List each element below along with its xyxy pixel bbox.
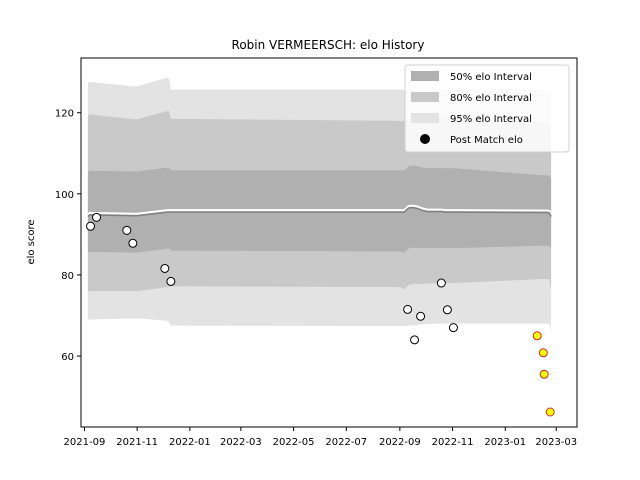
x-tick-label: 2022-07	[325, 437, 367, 448]
legend-label: Post Match elo	[450, 135, 523, 146]
y-axis-label: elo score	[26, 219, 37, 264]
x-axis: 2021-09 2021-11 2022-01 2022-03 2022-05 2022-…	[64, 427, 577, 448]
match-point	[122, 225, 132, 235]
match-point	[160, 263, 170, 273]
recent-match-point	[545, 407, 555, 417]
legend-label: 50% elo Interval	[450, 72, 532, 83]
y-tick-label: 120	[55, 109, 74, 120]
match-point	[128, 238, 138, 248]
mean-highlight-line	[87, 204, 552, 216]
match-point	[448, 323, 458, 333]
y-tick-label: 100	[55, 190, 74, 201]
chart-title: Robin VERMEERSCH: elo History	[232, 38, 425, 52]
match-point	[410, 335, 420, 345]
mean-elo-line	[87, 206, 552, 218]
recent-match-point	[538, 348, 548, 358]
y-axis: 60 80 100 120	[55, 109, 81, 363]
x-tick-label: 2022-05	[273, 437, 315, 448]
x-tick-label: 2023-03	[535, 437, 577, 448]
match-point	[166, 276, 176, 286]
x-tick-label: 2022-03	[220, 437, 262, 448]
mean-elo-lines	[87, 204, 552, 218]
axes-frame	[80, 57, 578, 428]
x-tick-label: 2021-11	[116, 437, 158, 448]
match-point	[86, 221, 96, 231]
legend-label: 80% elo Interval	[450, 93, 532, 104]
x-tick-label: 2022-11	[432, 437, 474, 448]
x-tick-label: 2023-01	[484, 437, 526, 448]
x-tick-label: 2022-09	[379, 437, 421, 448]
match-point	[416, 311, 426, 321]
match-point	[403, 304, 413, 314]
y-tick-label: 80	[61, 271, 74, 282]
legend-swatch	[411, 71, 439, 81]
recent-match-point	[532, 331, 542, 341]
post-match-points	[86, 212, 555, 417]
legend-swatch	[411, 92, 439, 102]
x-tick-label: 2022-01	[169, 437, 211, 448]
legend-swatch	[411, 113, 439, 123]
recent-match-point	[539, 369, 549, 379]
legend: 50% elo Interval 80% elo Interval 95% elo …	[404, 64, 570, 153]
legend-marker	[420, 134, 430, 144]
x-tick-label: 2021-09	[64, 437, 106, 448]
legend-label: 95% elo Interval	[450, 114, 532, 125]
match-point	[436, 278, 446, 288]
legend-box	[404, 64, 570, 153]
match-point	[92, 212, 102, 222]
y-tick-label: 60	[61, 352, 74, 363]
match-point	[442, 305, 452, 315]
